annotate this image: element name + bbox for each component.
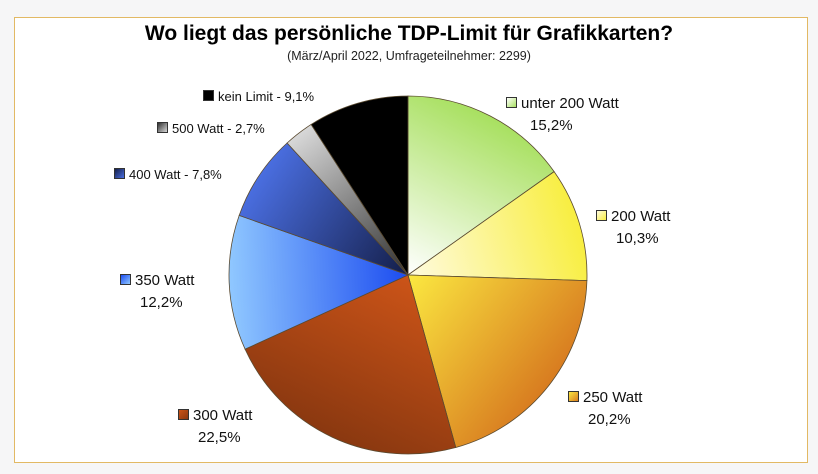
label-name: 200 Watt	[611, 208, 671, 225]
label-pct: 20,2%	[588, 411, 631, 428]
label-350: 350 Watt 12,2%	[120, 270, 194, 314]
label-unter-200: unter 200 Watt 15,2%	[506, 93, 619, 137]
label-text: kein Limit - 9,1%	[218, 89, 315, 104]
legend-swatch	[568, 391, 579, 402]
label-pct: 15,2%	[530, 117, 573, 134]
pie-slice-kein-limit	[310, 95, 409, 277]
legend-swatch	[596, 210, 607, 221]
legend-swatch	[506, 97, 517, 108]
label-name: 350 Watt	[135, 272, 195, 289]
pie-slice-350-watt	[228, 214, 410, 350]
label-250: 250 Watt 20,2%	[568, 387, 642, 431]
label-400: 400 Watt - 7,8%	[114, 164, 222, 186]
label-500: 500 Watt - 2,7%	[157, 118, 265, 140]
label-pct: 12,2%	[140, 294, 183, 311]
legend-swatch	[114, 168, 125, 179]
chart-subtitle: (März/April 2022, Umfrageteilnehmer: 229…	[287, 49, 531, 63]
pie-slice-unter-200-watt	[407, 95, 555, 276]
label-name: unter 200 Watt	[521, 95, 619, 112]
pie-slice-200-watt	[406, 171, 588, 282]
legend-swatch	[178, 409, 189, 420]
pie-slice-250-watt	[407, 274, 588, 448]
chart-title: Wo liegt das persönliche TDP-Limit für G…	[144, 22, 674, 45]
legend-swatch	[157, 122, 168, 133]
label-200: 200 Watt 10,3%	[596, 206, 670, 250]
pie-slice-300-watt	[244, 274, 457, 455]
legend-swatch	[120, 274, 131, 285]
label-name: 250 Watt	[583, 389, 643, 406]
label-text: 500 Watt - 2,7%	[172, 121, 265, 136]
legend-swatch	[203, 90, 214, 101]
label-kein-limit: kein Limit - 9,1%	[203, 86, 314, 108]
label-300: 300 Watt 22,5%	[178, 405, 252, 449]
label-pct: 10,3%	[616, 230, 659, 247]
label-text: 400 Watt - 7,8%	[129, 167, 222, 182]
label-pct: 22,5%	[198, 429, 241, 446]
label-name: 300 Watt	[193, 407, 253, 424]
